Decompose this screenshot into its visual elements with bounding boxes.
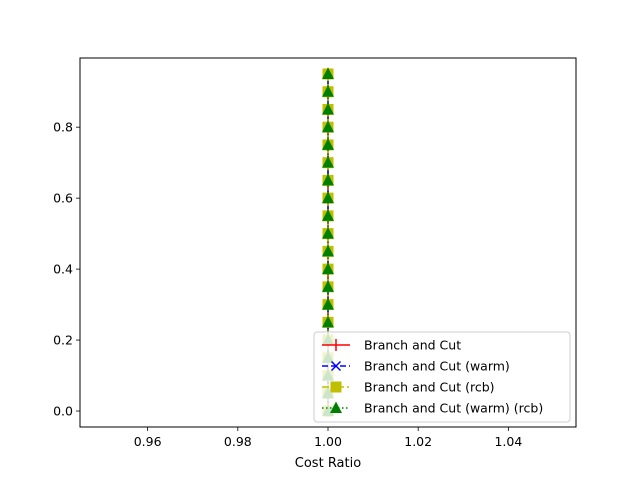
y-tick-label: 0.8 — [53, 120, 73, 135]
data-point — [322, 173, 334, 186]
y-tick-label: 0.0 — [53, 404, 73, 419]
legend: Branch and Cut Branch and Cut (warm) Branc… — [313, 331, 571, 423]
data-point — [322, 227, 334, 239]
legend-entry: Branch and Cut (warm) — [322, 359, 510, 374]
data-point — [322, 298, 334, 310]
data-point — [322, 67, 334, 79]
x-tick-label: 1.00 — [314, 434, 342, 449]
legend-label: Branch and Cut (rcb) — [364, 380, 495, 395]
data-point — [322, 244, 334, 257]
data-point — [322, 209, 334, 221]
x-axis-label: Cost Ratio — [295, 456, 361, 471]
data-point — [322, 138, 334, 150]
legend-label: Branch and Cut (warm) (rcb) — [364, 401, 543, 416]
x-tick-label: 1.04 — [494, 434, 522, 449]
data-point — [322, 85, 334, 97]
data-point — [322, 102, 334, 115]
data-point — [322, 262, 334, 275]
legend-marker — [330, 401, 342, 413]
data-point — [322, 120, 334, 133]
legend-frame — [313, 331, 571, 423]
x-axis: 0.96 0.98 1.00 1.02 1.04 — [134, 427, 522, 449]
legend-marker — [330, 381, 342, 393]
legend-entry: Branch and Cut (rcb) — [322, 380, 495, 395]
y-tick-label: 0.2 — [53, 333, 73, 348]
legend-label: Branch and Cut — [364, 338, 461, 353]
y-tick-label: 0.4 — [53, 262, 73, 277]
data-point — [322, 156, 334, 168]
data-point — [322, 191, 334, 204]
legend-entry: Branch and Cut — [322, 338, 461, 353]
legend-entry: Branch and Cut (warm) (rcb) — [322, 401, 543, 416]
y-axis: 0.0 0.2 0.4 0.6 0.8 — [53, 120, 80, 419]
x-tick-label: 0.98 — [224, 434, 252, 449]
x-tick-label: 0.96 — [134, 434, 162, 449]
legend-label: Branch and Cut (warm) — [364, 359, 510, 374]
y-tick-label: 0.6 — [53, 191, 73, 206]
x-tick-label: 1.02 — [404, 434, 432, 449]
data-point — [322, 280, 334, 292]
legend-marker — [330, 360, 342, 372]
data-point — [322, 315, 334, 328]
